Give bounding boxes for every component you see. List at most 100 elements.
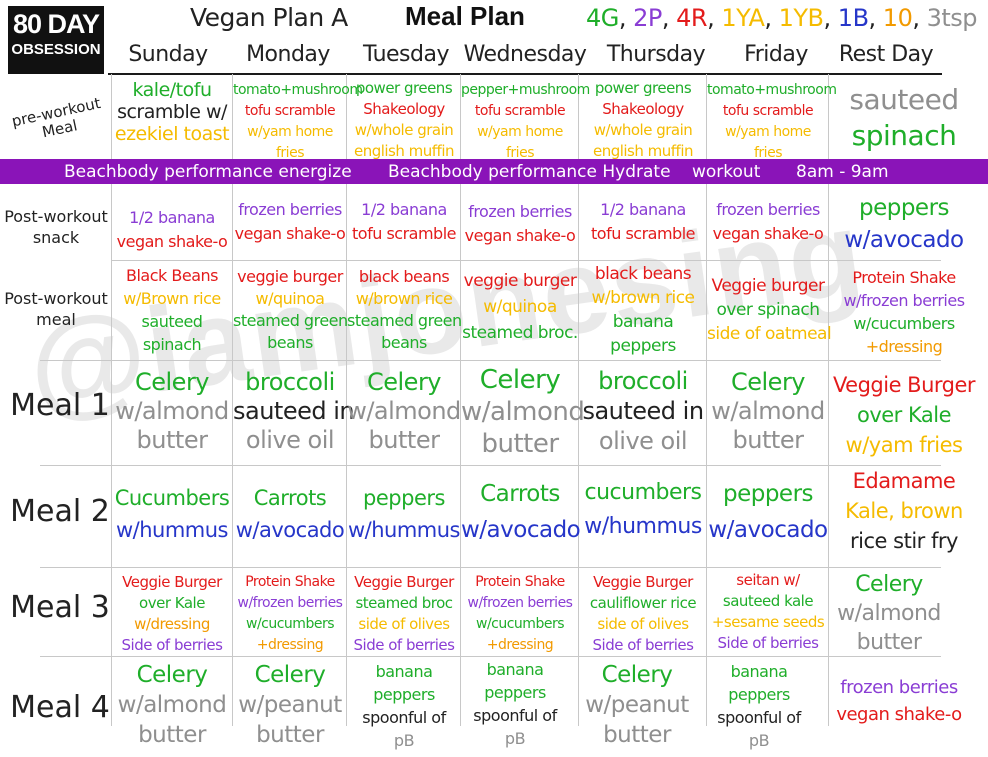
- portion-count: ,: [661, 4, 677, 32]
- meal-line: Side of berries: [592, 636, 694, 654]
- meal-line: peppers: [363, 486, 445, 510]
- meal-line: Veggie Burger: [832, 373, 976, 397]
- plan-title: Vegan Plan A: [190, 3, 348, 32]
- meal-line: english muffin: [592, 142, 694, 160]
- meal-line: banana: [486, 660, 544, 679]
- grid-divider: [460, 74, 461, 726]
- cell-meal2-monday: Carrots w/avocado: [233, 482, 347, 546]
- banner-energize: Beachbody performance energize: [64, 162, 352, 182]
- meal-line: scramble w/: [117, 100, 227, 123]
- row-label-line: meal: [36, 310, 76, 329]
- day-header-monday: Monday: [246, 42, 330, 67]
- meal-line: tomato+mushroom: [233, 82, 363, 98]
- meal-line: peppers: [610, 336, 676, 356]
- cell-pre-workout-thursday: power greens Shakeology w/whole grain en…: [579, 78, 707, 162]
- cell-meal4-wednesday: banana peppers spoonful of pB: [461, 658, 569, 750]
- cell-meal4-friday: banana peppers spoonful of pB: [707, 660, 811, 752]
- meal-line: butter: [732, 426, 804, 454]
- meal-line: Carrots: [480, 481, 560, 507]
- meal-line: beans: [267, 333, 313, 352]
- portion-counts: 4G, 2P, 4R, 1YA, 1YB, 1B, 10, 3tsp: [586, 4, 978, 32]
- meal-line: banana: [612, 312, 674, 332]
- meal-line: w/brown rice: [355, 289, 453, 308]
- meal-line: w/cucumbers: [853, 314, 955, 333]
- cell-meal1-thursday: broccoli sauteed in olive oil: [579, 366, 707, 456]
- meal-line: pepper+mushroom: [461, 82, 590, 98]
- meal-line: vegan shake-o: [464, 226, 576, 245]
- cell-meal2-wednesday: Carrots w/avocado: [461, 476, 581, 548]
- meal-line: spinach: [851, 119, 957, 152]
- meal-line: Celery: [134, 368, 210, 396]
- meal-line: w/hummus: [584, 514, 702, 539]
- cell-meal4-thursday: Celery w/peanut butter: [579, 660, 695, 750]
- grid-divider: [40, 656, 941, 657]
- meal-line: w/brown rice: [591, 288, 695, 308]
- meal-line: w/hummus: [347, 518, 461, 542]
- meal-line: +dressing: [256, 637, 324, 653]
- meal-line: beans: [381, 333, 427, 352]
- banner-hydrate: Beachbody performance Hydrate: [388, 162, 671, 182]
- meal-line: sauteed: [849, 83, 959, 116]
- meal-line: peppers: [728, 685, 790, 704]
- meal-line: spoonful of: [362, 708, 446, 727]
- meal-line: veggie burger: [463, 271, 577, 291]
- meal-line: Side of berries: [121, 636, 223, 654]
- banner-time: 8am - 9am: [796, 162, 889, 182]
- row-label-line: snack: [32, 228, 80, 247]
- logo-line-2: OBSESSION: [11, 41, 101, 58]
- meal-line: peppers: [722, 481, 814, 507]
- meal-line: w/Brown rice: [123, 289, 221, 308]
- cell-meal1-wednesday: Celery w/almond butter: [461, 364, 585, 460]
- meal-line: w/almond: [117, 692, 227, 718]
- cell-meal3-rest: Celery w/almond butter: [829, 570, 949, 657]
- meal-line: w/cucumbers: [246, 616, 335, 632]
- row-label-post-workout-meal: Post-workout meal: [2, 288, 110, 330]
- grid-divider: [706, 74, 707, 726]
- day-header-tuesday: Tuesday: [362, 42, 450, 67]
- cell-meal3-thursday: Veggie Burger cauliflower rice side of o…: [579, 572, 707, 656]
- meal-line: pB: [748, 731, 770, 750]
- meal-line: w/almond: [837, 601, 941, 626]
- cell-meal3-sunday: Veggie Burger over Kale w/dressing Side …: [112, 572, 232, 656]
- meal-line: w/almond: [461, 397, 585, 427]
- meal-line: Side of berries: [353, 636, 455, 654]
- meal-line: broccoli: [245, 368, 335, 396]
- meal-line: cauliflower rice: [589, 594, 697, 612]
- meal-line: peppers: [484, 683, 546, 702]
- meal-line: butter: [481, 429, 559, 459]
- meal-line: +dressing: [865, 337, 943, 356]
- meal-line: ezekiel toast: [114, 122, 230, 145]
- meal-line: peppers: [373, 685, 435, 704]
- meal-line: Side of berries: [717, 634, 819, 652]
- cell-meal2-rest: Edamame Kale, brown rice stir fry: [829, 466, 979, 556]
- meal-line: over spinach: [716, 300, 821, 320]
- meal-line: Celery: [366, 368, 442, 396]
- meal-line: +dressing: [486, 637, 554, 653]
- meal-line: pB: [504, 729, 526, 748]
- cell-pre-workout-tuesday: power greens Shakeology w/whole grain en…: [347, 78, 461, 162]
- meal-line: spinach: [142, 335, 202, 354]
- cell-post-meal-thursday: black beans w/brown rice banana peppers: [579, 262, 707, 358]
- row-label-meal-1: Meal 1: [10, 388, 110, 423]
- meal-line: tofu scramble: [244, 103, 336, 119]
- cell-pre-workout-wednesday: pepper+mushroom tofu scramble w/yam home…: [461, 80, 590, 164]
- meal-line: w/avocado: [844, 227, 964, 253]
- meal-line: w/dressing: [134, 615, 210, 633]
- banner-workout: workout: [692, 162, 761, 182]
- meal-line: 1/2 banana: [129, 208, 215, 227]
- meal-line: w/almond: [711, 397, 825, 425]
- cell-post-meal-friday: Veggie burger over spinach side of oatme…: [707, 274, 832, 346]
- meal-line: w/peanut: [238, 692, 342, 718]
- cell-post-meal-rest: Protein Shake w/frozen berries w/cucumbe…: [829, 266, 979, 358]
- portion-count: ,: [707, 4, 722, 32]
- portion-count: 1YB: [778, 4, 824, 32]
- meal-line: w/yam fries: [845, 433, 963, 457]
- meal-line: pB: [393, 731, 415, 750]
- meal-line: peppers: [858, 195, 950, 221]
- meal-line: veggie burger: [237, 267, 343, 286]
- meal-line: Protein Shake: [475, 574, 565, 590]
- grid-divider: [40, 360, 941, 361]
- brand-logo: 80 DAY OBSESSION: [8, 6, 104, 74]
- cell-meal3-wednesday: Protein Shake w/frozen berries w/cucumbe…: [461, 572, 579, 656]
- meal-line: power greens: [355, 79, 453, 97]
